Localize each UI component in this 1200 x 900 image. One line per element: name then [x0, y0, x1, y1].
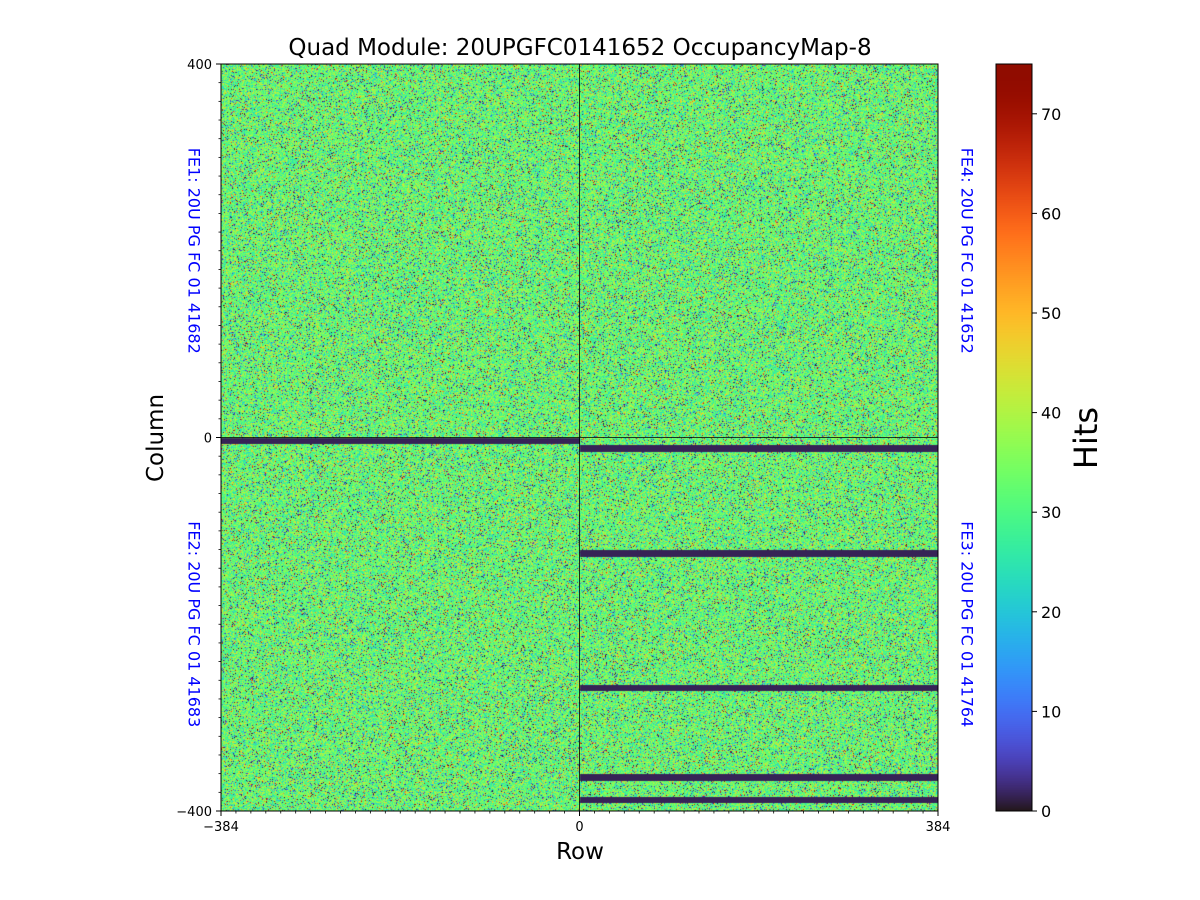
chip-label-fe3: FE3: 20U PG FC 01 41764: [958, 521, 977, 727]
colorbar-tick-label: 60: [1041, 204, 1061, 223]
colorbar-tick-label: 10: [1041, 702, 1061, 721]
x-tick-label: 0: [575, 820, 583, 835]
y-tick-label: 0: [204, 432, 212, 447]
x-axis-label: Row: [556, 839, 604, 865]
axes: −384 0 384 400 0 −400: [176, 58, 950, 835]
colorbar-frame: [995, 63, 1033, 812]
colorbar-tick-label: 30: [1041, 503, 1061, 522]
colorbar-gradient: [996, 64, 1032, 811]
chip-labels: FE1: 20U PG FC 01 41682 FE2: 20U PG FC 01…: [185, 148, 977, 728]
colorbar-tick-label: 50: [1041, 304, 1061, 323]
x-tick-label: −384: [203, 820, 239, 835]
colorbar-tick-label: 40: [1041, 404, 1061, 423]
y-tick-label: −400: [176, 805, 212, 820]
chip-label-fe1: FE1: 20U PG FC 01 41682: [185, 148, 204, 354]
colorbar-label: Hits: [1067, 407, 1105, 469]
colorbar-tick-label: 0: [1041, 802, 1051, 821]
colorbar-tick-label: 20: [1041, 603, 1061, 622]
y-axis-label: Column: [143, 394, 169, 482]
y-tick-label: 400: [187, 58, 212, 73]
x-tick-label: 384: [926, 820, 951, 835]
colorbar-axis: 0 10 20 30 40 50 60 70: [995, 63, 1061, 821]
chip-label-fe4: FE4: 20U PG FC 01 41652: [958, 148, 977, 354]
colorbar-tick-label: 70: [1041, 105, 1061, 124]
chart-title: Quad Module: 20UPGFC0141652 OccupancyMap…: [288, 35, 871, 61]
chip-label-fe2: FE2: 20U PG FC 01 41683: [185, 521, 204, 727]
